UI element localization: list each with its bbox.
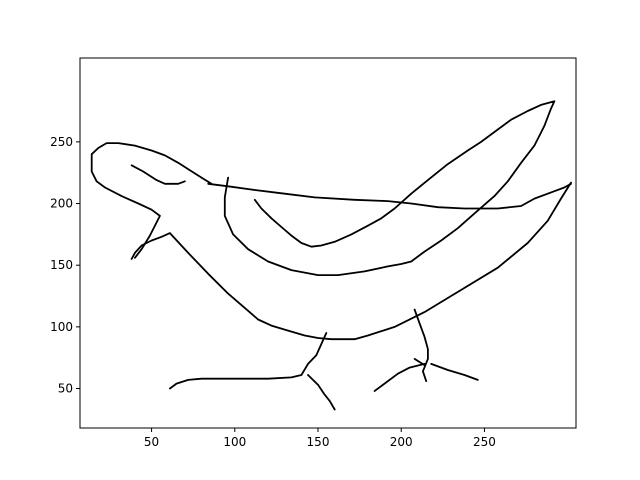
y-tick-label: 250 xyxy=(50,135,73,149)
drawing-stroke-4 xyxy=(207,182,572,210)
drawing-stroke-11 xyxy=(413,357,426,367)
x-axis: 50 100 150 200 250 xyxy=(144,428,496,449)
y-tick-label: 200 xyxy=(50,197,73,211)
y-tick-label: 50 xyxy=(58,382,73,396)
drawing-stroke-3 xyxy=(130,164,186,185)
drawing-stroke-6 xyxy=(168,332,328,390)
x-tick-label: 250 xyxy=(473,435,496,449)
drawing-stroke-1 xyxy=(130,181,572,341)
y-tick-label: 100 xyxy=(50,320,73,334)
x-tick-label: 150 xyxy=(307,435,330,449)
y-tick-label: 150 xyxy=(50,258,73,272)
drawing-stroke-7 xyxy=(307,374,336,411)
x-tick-label: 100 xyxy=(223,435,246,449)
plot-frame xyxy=(79,57,577,429)
drawing-stroke-8 xyxy=(413,308,429,383)
x-tick-label: 50 xyxy=(144,435,159,449)
drawing-stroke-5 xyxy=(223,100,556,277)
drawing-stroke-9 xyxy=(373,362,426,392)
drawing-stroke-2 xyxy=(90,142,213,259)
drawing-strokes xyxy=(90,100,572,411)
drawing-stroke-10 xyxy=(430,362,479,381)
x-tick-label: 200 xyxy=(390,435,413,449)
y-axis: 50 100 150 200 250 xyxy=(50,135,80,396)
